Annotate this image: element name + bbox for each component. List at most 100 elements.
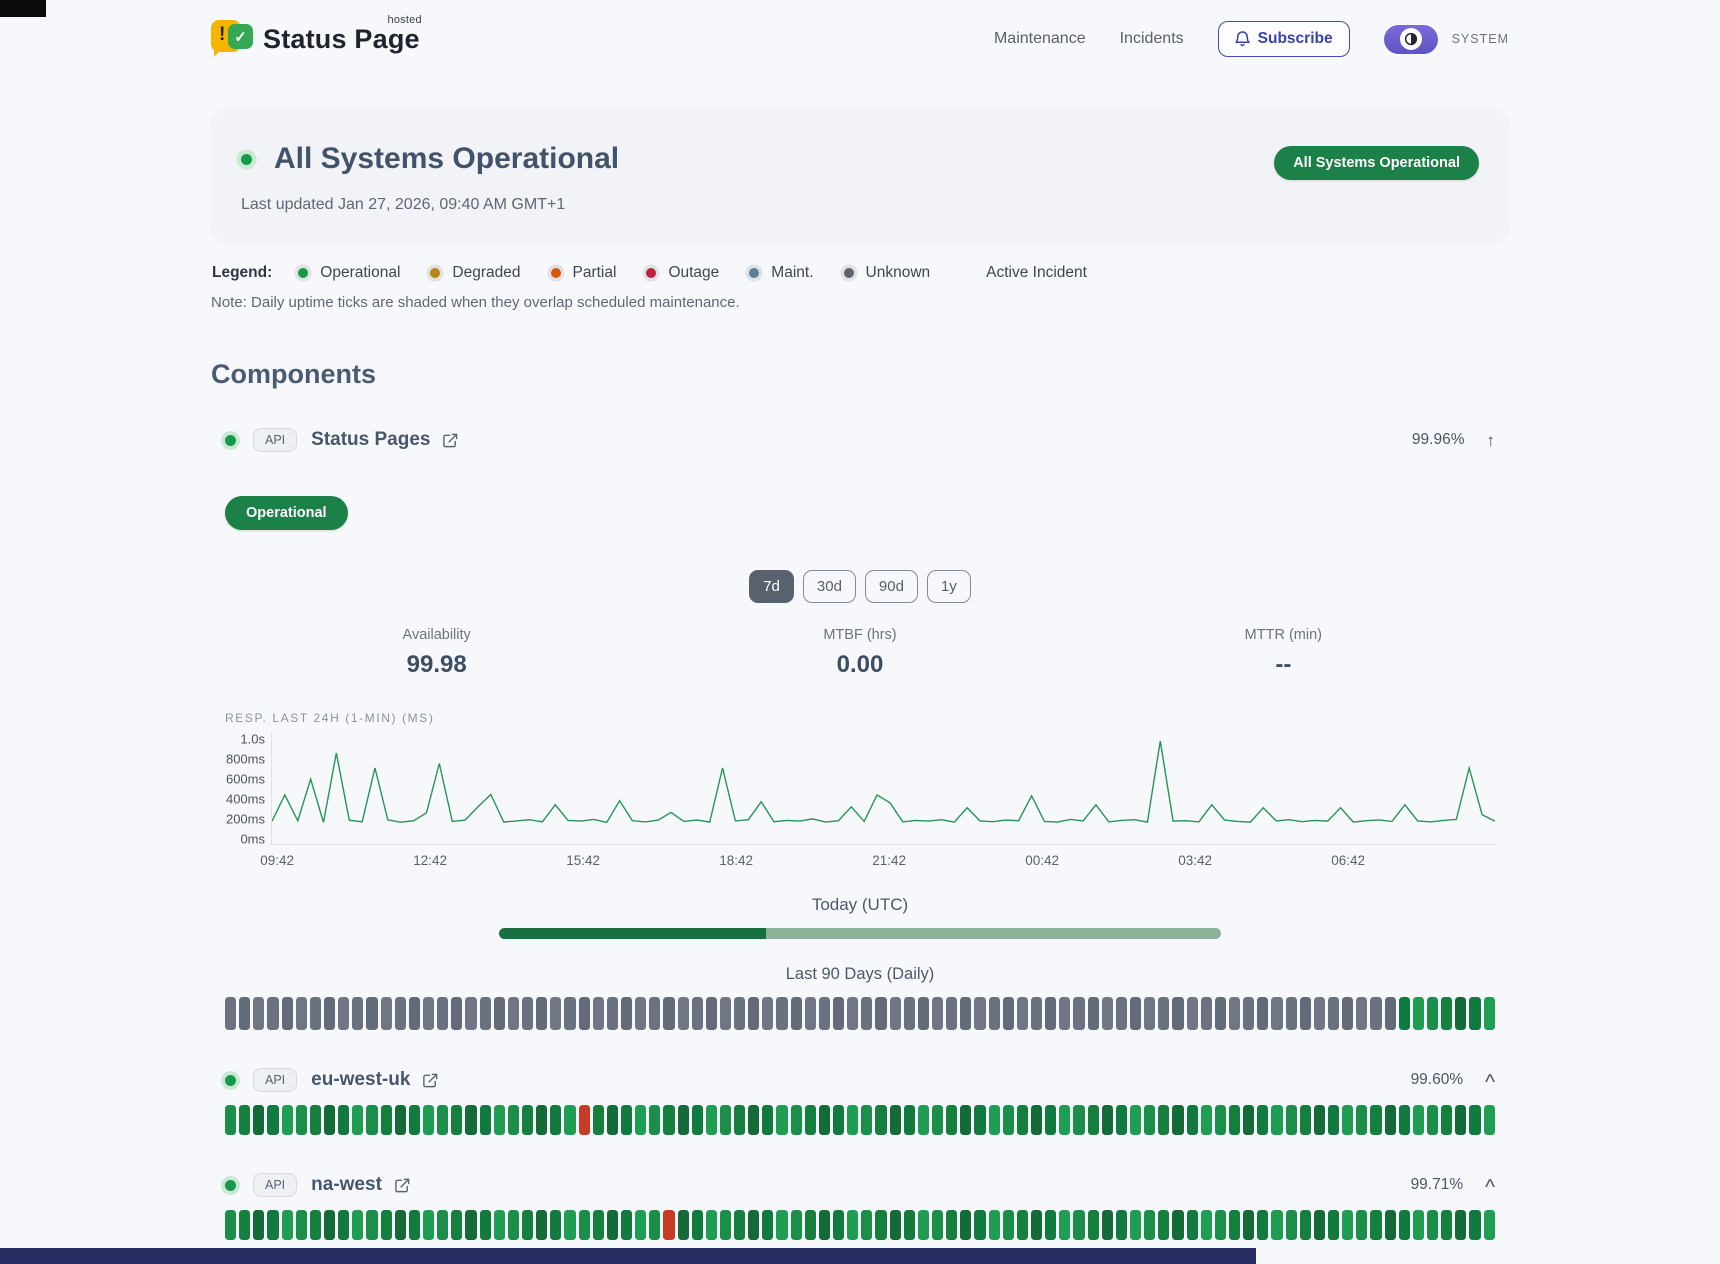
uptime-tick[interactable] [309, 1105, 321, 1135]
uptime-tick[interactable] [366, 1105, 378, 1135]
uptime-tick[interactable] [1172, 1105, 1184, 1135]
uptime-tick[interactable] [536, 1105, 548, 1135]
uptime-tick[interactable] [451, 1210, 463, 1240]
uptime-tick[interactable] [762, 1210, 774, 1240]
uptime-tick[interactable] [408, 1105, 420, 1135]
uptime-tick[interactable] [663, 1210, 675, 1240]
uptime-tick[interactable] [380, 1105, 392, 1135]
uptime-tick[interactable] [1257, 1210, 1269, 1240]
uptime-tick[interactable] [1073, 997, 1085, 1030]
uptime-tick[interactable] [748, 1105, 760, 1135]
range-90d-button[interactable]: 90d [864, 570, 918, 603]
uptime-tick[interactable] [1031, 1105, 1043, 1135]
uptime-tick[interactable] [776, 1105, 788, 1135]
uptime-tick[interactable] [422, 997, 435, 1030]
uptime-tick[interactable] [394, 1105, 406, 1135]
uptime-tick[interactable] [1370, 1105, 1382, 1135]
uptime-tick[interactable] [380, 1210, 392, 1240]
uptime-tick[interactable] [451, 1105, 463, 1135]
uptime-tick[interactable] [564, 997, 576, 1030]
uptime-tick[interactable] [917, 1105, 930, 1135]
uptime-tick[interactable] [748, 1210, 760, 1240]
uptime-tick[interactable] [861, 997, 873, 1030]
uptime-tick[interactable] [507, 1210, 519, 1240]
uptime-tick[interactable] [1059, 1210, 1071, 1240]
uptime-tick[interactable] [804, 1210, 816, 1240]
uptime-tick[interactable] [1186, 1105, 1198, 1135]
uptime-tick[interactable] [705, 997, 717, 1030]
uptime-tick[interactable] [1356, 1105, 1368, 1135]
uptime-tick[interactable] [1384, 1210, 1396, 1240]
uptime-tick[interactable] [550, 1105, 562, 1135]
uptime-tick[interactable] [1031, 1210, 1043, 1240]
uptime-tick[interactable] [295, 1210, 307, 1240]
uptime-tick[interactable] [1455, 1105, 1467, 1135]
nav-incidents[interactable]: Incidents [1119, 30, 1184, 47]
uptime-tick[interactable] [1101, 1210, 1113, 1240]
uptime-tick[interactable] [1285, 1105, 1297, 1135]
uptime-tick[interactable] [338, 1210, 350, 1240]
uptime-tick[interactable] [818, 1210, 831, 1240]
uptime-tick[interactable] [1426, 1105, 1439, 1135]
uptime-tick[interactable] [946, 1210, 958, 1240]
uptime-tick[interactable] [338, 997, 350, 1030]
uptime-tick[interactable] [974, 1210, 986, 1240]
brand-logo[interactable]: ! ✓ Status Page hosted [211, 14, 422, 60]
uptime-tick[interactable] [253, 997, 265, 1030]
uptime-tick[interactable] [1115, 997, 1127, 1030]
uptime-tick[interactable] [479, 1210, 491, 1240]
uptime-tick[interactable] [225, 1210, 237, 1240]
uptime-tick[interactable] [1144, 1210, 1156, 1240]
uptime-tick[interactable] [889, 997, 901, 1030]
uptime-tick[interactable] [1228, 997, 1241, 1030]
uptime-tick[interactable] [663, 997, 675, 1030]
uptime-tick[interactable] [1469, 1105, 1481, 1135]
uptime-tick[interactable] [833, 997, 845, 1030]
uptime-tick[interactable] [1115, 1210, 1127, 1240]
uptime-tick[interactable] [620, 1210, 633, 1240]
uptime-tick[interactable] [1412, 997, 1424, 1030]
uptime-tick[interactable] [734, 997, 746, 1030]
uptime-tick[interactable] [677, 1210, 689, 1240]
uptime-tick[interactable] [521, 997, 534, 1030]
range-30d-button[interactable]: 30d [802, 570, 856, 603]
uptime-tick[interactable] [917, 1210, 930, 1240]
uptime-tick[interactable] [1059, 997, 1071, 1030]
uptime-tick[interactable] [663, 1105, 675, 1135]
uptime-tick[interactable] [253, 1105, 265, 1135]
uptime-tick[interactable] [960, 997, 972, 1030]
uptime-tick[interactable] [1002, 1210, 1014, 1240]
uptime-tick[interactable] [437, 1105, 449, 1135]
uptime-tick[interactable] [253, 1210, 265, 1240]
uptime-tick[interactable] [422, 1210, 435, 1240]
uptime-tick[interactable] [1243, 997, 1255, 1030]
uptime-tick[interactable] [323, 1105, 336, 1135]
uptime-tick[interactable] [281, 997, 293, 1030]
uptime-tick[interactable] [649, 1210, 661, 1240]
uptime-tick[interactable] [1257, 997, 1269, 1030]
uptime-tick[interactable] [380, 997, 392, 1030]
uptime-tick[interactable] [366, 997, 378, 1030]
range-1y-button[interactable]: 1y [926, 570, 971, 603]
uptime-tick[interactable] [691, 997, 703, 1030]
uptime-tick[interactable] [1327, 997, 1340, 1030]
uptime-tick[interactable] [818, 997, 831, 1030]
expand-chevron-icon[interactable]: ^ [1485, 1070, 1495, 1094]
uptime-tick[interactable] [578, 997, 590, 1030]
uptime-tick[interactable] [1426, 1210, 1439, 1240]
uptime-tick[interactable] [1271, 997, 1283, 1030]
uptime-tick[interactable] [804, 997, 816, 1030]
uptime-tick[interactable] [677, 997, 689, 1030]
uptime-tick[interactable] [847, 997, 859, 1030]
uptime-tick[interactable] [1158, 1210, 1170, 1240]
uptime-tick[interactable] [1483, 1105, 1495, 1135]
uptime-tick[interactable] [493, 997, 505, 1030]
uptime-tick[interactable] [705, 1105, 717, 1135]
uptime-tick[interactable] [847, 1105, 859, 1135]
uptime-tick[interactable] [917, 997, 930, 1030]
uptime-tick[interactable] [352, 1210, 364, 1240]
uptime-tick[interactable] [1299, 1105, 1311, 1135]
uptime-tick[interactable] [974, 1105, 986, 1135]
uptime-tick[interactable] [988, 1105, 1000, 1135]
uptime-tick[interactable] [1045, 1105, 1057, 1135]
